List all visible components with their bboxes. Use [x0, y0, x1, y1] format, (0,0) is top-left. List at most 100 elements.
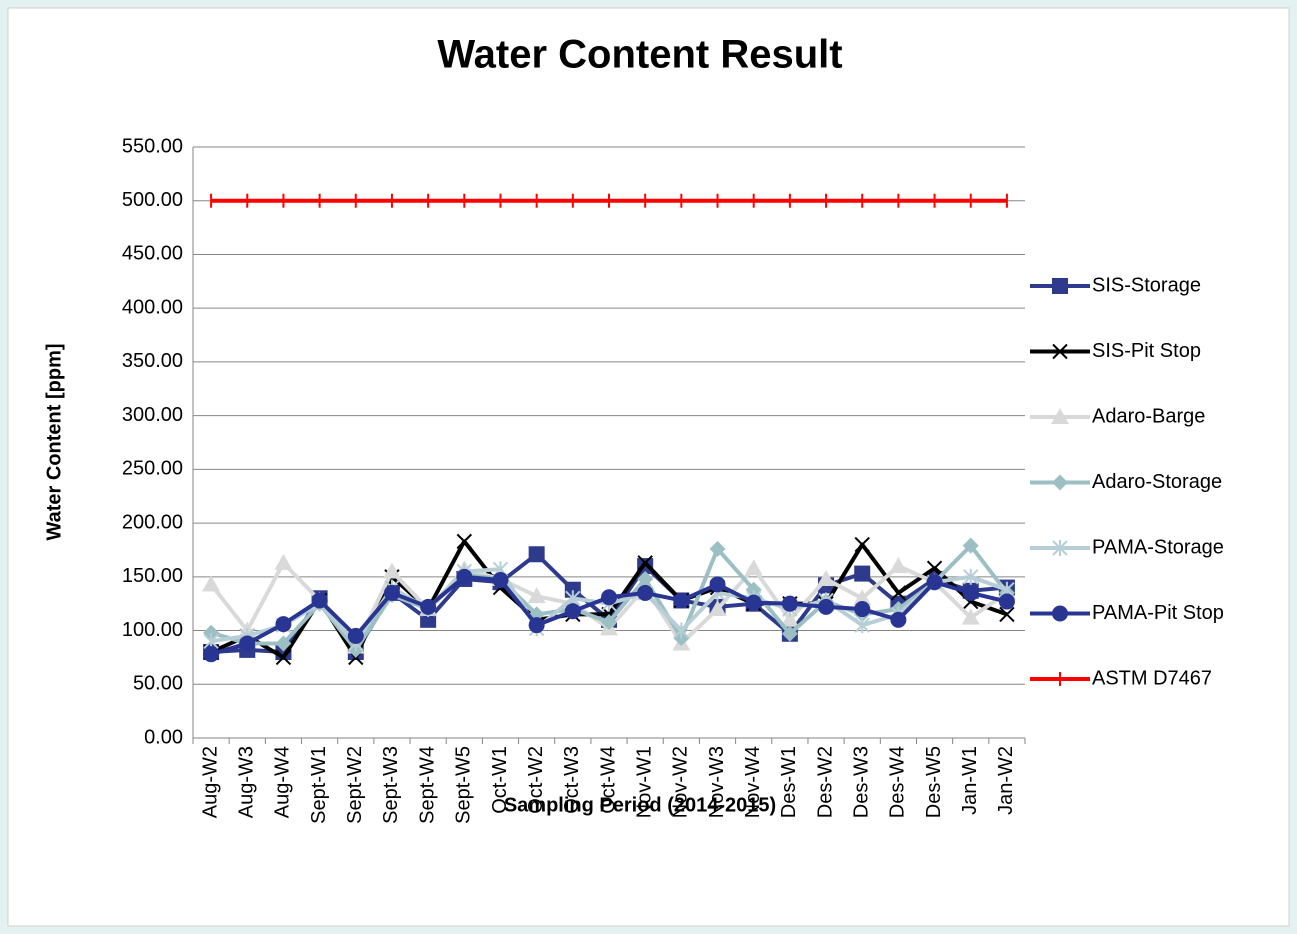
marker — [780, 610, 799, 627]
marker — [673, 622, 690, 639]
marker — [456, 568, 473, 585]
marker — [601, 613, 617, 630]
marker — [637, 584, 654, 601]
y-tick-label: 150.00 — [122, 565, 183, 587]
marker — [853, 589, 872, 606]
x-tick-label: Aug-W4 — [272, 746, 294, 818]
y-tick-label: 250.00 — [122, 458, 183, 480]
marker — [999, 606, 1015, 623]
y-axis-title: Water Content [ppm] — [43, 343, 65, 540]
marker — [637, 570, 654, 587]
legend-label: SIS-Storage — [1092, 274, 1201, 296]
x-tick-label: Nov-W2 — [670, 746, 692, 818]
legend-label: PAMA-Pit Stop — [1092, 602, 1224, 624]
marker — [275, 616, 292, 633]
marker — [818, 598, 835, 615]
x-tick-label: Jan-W1 — [959, 746, 981, 815]
x-tick-label: Sept-W2 — [344, 746, 366, 824]
legend-label: Adaro-Barge — [1092, 405, 1205, 427]
x-tick-label: Oct-W4 — [597, 746, 619, 814]
x-tick-label: Nov-W3 — [706, 746, 728, 818]
y-tick-label: 50.00 — [133, 673, 183, 695]
marker — [889, 557, 908, 574]
marker — [564, 603, 581, 620]
x-tick-label: Oct-W2 — [525, 746, 547, 814]
x-tick-label: Des-W1 — [778, 746, 800, 818]
marker — [709, 540, 726, 557]
marker — [1052, 605, 1068, 622]
marker — [961, 608, 980, 625]
legend-label: PAMA-Storage — [1092, 536, 1224, 558]
legend-label: SIS-Pit Stop — [1092, 340, 1201, 362]
chart-title: Water Content Result — [437, 33, 842, 77]
marker — [890, 611, 907, 628]
marker — [456, 533, 473, 550]
marker — [962, 584, 979, 601]
x-tick-label: Des-W4 — [887, 746, 909, 818]
marker — [528, 546, 545, 563]
marker — [781, 625, 798, 642]
marker — [744, 559, 763, 576]
marker — [275, 649, 292, 666]
marker — [1052, 343, 1068, 360]
y-tick-label: 300.00 — [122, 404, 183, 426]
marker — [890, 585, 907, 601]
x-tick-label: Jan-W2 — [995, 746, 1017, 815]
x-tick-label: Aug-W3 — [236, 746, 258, 818]
marker — [854, 601, 871, 618]
x-tick-label: Oct-W1 — [489, 746, 511, 814]
marker — [854, 536, 870, 553]
marker — [709, 576, 726, 593]
marker — [781, 595, 798, 612]
x-tick-label: Des-W3 — [850, 746, 872, 818]
marker — [382, 562, 401, 579]
marker — [527, 587, 546, 604]
x-axis-title: Sampling Period (2014-2015) — [504, 794, 776, 816]
marker — [1051, 408, 1069, 424]
chart-background — [7, 7, 1290, 927]
y-tick-label: 200.00 — [122, 511, 183, 533]
x-tick-label: Aug-W2 — [199, 746, 221, 818]
marker — [1052, 540, 1068, 556]
y-tick-label: 500.00 — [122, 189, 183, 211]
x-tick-label: Des-W5 — [923, 746, 945, 818]
marker — [311, 592, 328, 609]
marker — [492, 572, 509, 589]
x-tick-label: Nov-W1 — [633, 746, 655, 818]
y-tick-label: 550.00 — [122, 135, 183, 157]
marker — [601, 589, 617, 606]
y-tick-label: 450.00 — [122, 243, 183, 265]
x-tick-label: Sept-W4 — [416, 746, 438, 824]
marker — [239, 635, 256, 652]
x-tick-label: Sept-W5 — [453, 746, 475, 824]
x-tick-label: Sept-W1 — [308, 746, 330, 824]
series — [210, 193, 1008, 208]
marker — [383, 584, 400, 601]
marker — [963, 568, 979, 585]
marker — [275, 635, 292, 652]
y-tick-label: 0.00 — [144, 726, 183, 748]
marker — [673, 592, 690, 609]
x-tick-label: Nov-W4 — [742, 746, 764, 818]
marker — [854, 565, 871, 582]
marker — [926, 574, 943, 591]
x-tick-label: Oct-W3 — [561, 746, 583, 814]
x-tick-label: Sept-W3 — [380, 746, 402, 824]
marker — [274, 553, 293, 570]
series — [203, 568, 1015, 663]
marker — [998, 593, 1015, 610]
legend-label: ASTM D7467 — [1092, 667, 1212, 689]
marker — [347, 627, 364, 644]
marker — [745, 594, 762, 611]
marker — [962, 537, 979, 554]
legend-label: Adaro-Storage — [1092, 471, 1222, 493]
marker — [1052, 278, 1068, 294]
x-tick-label: Des-W2 — [814, 746, 836, 818]
marker — [420, 598, 437, 615]
marker — [202, 575, 221, 592]
y-tick-label: 350.00 — [122, 350, 183, 372]
marker — [203, 646, 220, 663]
marker — [708, 600, 727, 617]
marker — [854, 617, 870, 634]
